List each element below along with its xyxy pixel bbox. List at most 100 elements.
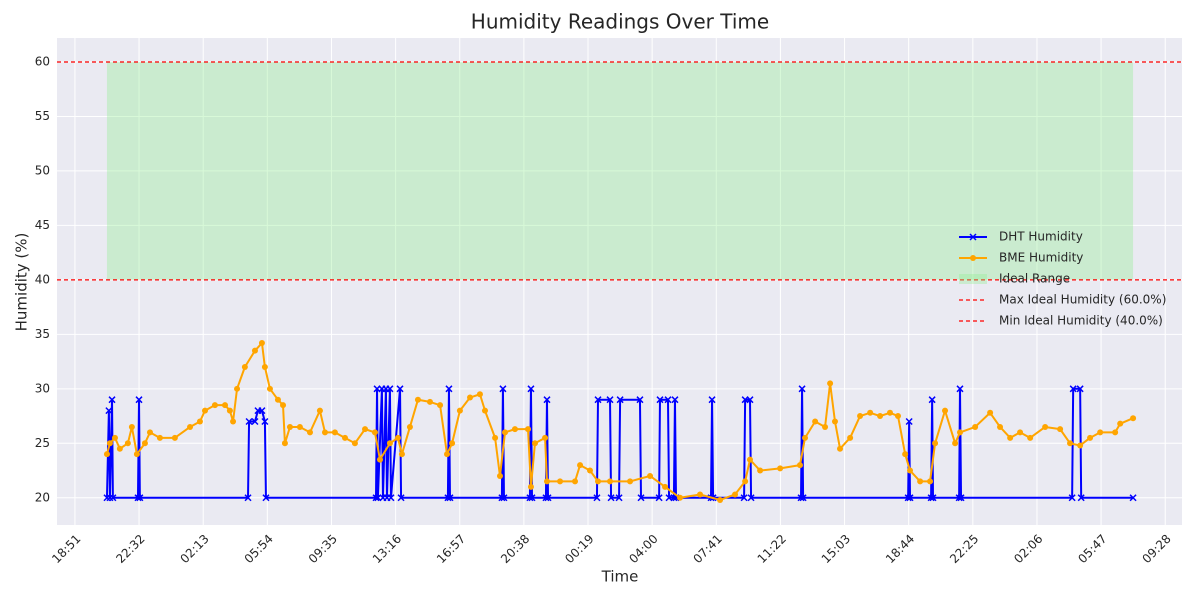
chart-title: Humidity Readings Over Time: [471, 10, 769, 34]
point-marker: [280, 402, 287, 409]
point-marker: [245, 417, 253, 426]
legend-swatch: [969, 233, 977, 241]
point-marker: [867, 409, 874, 416]
point-marker: [837, 445, 844, 452]
point-marker: [942, 407, 949, 414]
point-marker: [877, 413, 884, 420]
point-marker: [321, 429, 328, 436]
point-marker: [171, 434, 178, 441]
point-marker: [822, 423, 829, 430]
point-marker: [499, 385, 507, 393]
point-marker: [799, 494, 807, 502]
point-marker: [502, 429, 509, 436]
y-tick-label: 30: [35, 381, 50, 395]
point-marker: [394, 434, 401, 441]
point-marker: [527, 483, 534, 490]
legend: DHT Humidity BME Humidity Ideal Range Max I…: [959, 230, 1166, 328]
point-marker: [543, 396, 551, 404]
point-marker: [1112, 429, 1119, 436]
point-marker: [1117, 420, 1124, 427]
point-marker: [372, 494, 380, 502]
point-marker: [241, 364, 248, 371]
point-marker: [476, 391, 483, 398]
point-marker: [230, 418, 237, 425]
point-marker: [905, 417, 913, 426]
point-marker: [655, 494, 663, 502]
y-tick-label: 40: [35, 272, 50, 286]
point-marker: [594, 396, 602, 404]
point-marker: [341, 434, 348, 441]
x-axis-label: Time: [601, 568, 639, 586]
point-marker: [362, 426, 369, 433]
y-tick-label: 20: [35, 490, 50, 504]
point-marker: [371, 429, 378, 436]
point-marker: [593, 494, 601, 502]
point-marker: [445, 385, 453, 393]
x-tick-label: 02:13: [177, 532, 211, 566]
point-marker: [1097, 429, 1104, 436]
point-marker: [396, 385, 404, 393]
point-marker: [108, 396, 116, 404]
point-marker: [1027, 434, 1034, 441]
y-tick-label: 45: [35, 218, 50, 232]
point-marker: [586, 467, 593, 474]
point-marker: [444, 451, 451, 458]
point-marker: [777, 465, 784, 472]
x-tick-label: 18:51: [49, 532, 83, 566]
point-marker: [481, 407, 488, 414]
point-marker: [351, 440, 358, 447]
x-tick-label: 04:00: [626, 532, 660, 566]
point-marker: [717, 496, 724, 503]
point-marker: [616, 396, 624, 404]
point-marker: [637, 494, 645, 502]
y-tick-label: 50: [35, 163, 50, 177]
point-marker: [607, 494, 615, 502]
point-marker: [528, 494, 536, 502]
point-marker: [671, 396, 679, 404]
point-marker: [708, 396, 716, 404]
x-tick-label: 22:25: [947, 532, 981, 566]
point-marker: [128, 423, 135, 430]
x-tick-label: 05:47: [1075, 532, 1109, 566]
point-marker: [387, 494, 395, 502]
point-marker: [500, 494, 508, 502]
legend-label: Ideal Range: [999, 272, 1070, 286]
point-marker: [1130, 415, 1137, 422]
point-marker: [1129, 494, 1137, 502]
point-marker: [1017, 429, 1024, 436]
point-marker: [664, 396, 672, 404]
point-marker: [656, 396, 664, 404]
point-marker: [932, 440, 939, 447]
point-marker: [262, 494, 270, 502]
point-marker: [226, 407, 233, 414]
point-marker: [511, 426, 518, 433]
point-marker: [904, 494, 912, 502]
point-marker: [1068, 494, 1076, 502]
y-tick-label: 55: [35, 109, 50, 123]
point-marker: [997, 423, 1004, 430]
point-marker: [449, 440, 456, 447]
point-marker: [1076, 385, 1084, 393]
point-marker: [812, 418, 819, 425]
point-marker: [1007, 434, 1014, 441]
point-marker: [955, 494, 963, 502]
point-marker: [557, 478, 564, 485]
x-tick-label: 00:19: [562, 532, 596, 566]
point-marker: [1057, 426, 1064, 433]
point-marker: [133, 451, 140, 458]
point-marker: [886, 409, 893, 416]
point-marker: [662, 483, 669, 490]
point-marker: [456, 407, 463, 414]
point-marker: [607, 478, 614, 485]
x-tick-label: 07:41: [691, 532, 725, 566]
marks: [57, 61, 1182, 503]
point-marker: [258, 340, 265, 347]
point-marker: [527, 385, 535, 393]
point-marker: [156, 434, 163, 441]
point-marker: [211, 402, 218, 409]
point-marker: [202, 407, 209, 414]
point-marker: [524, 426, 531, 433]
point-marker: [956, 429, 963, 436]
